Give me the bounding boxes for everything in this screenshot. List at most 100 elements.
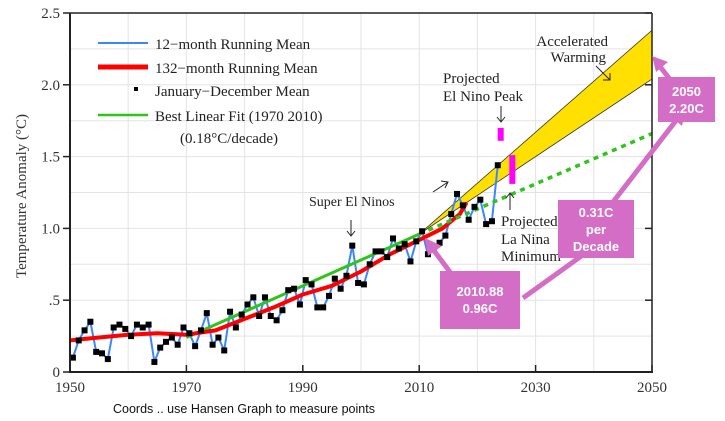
y-tick-label: 1.0 [41,221,60,237]
annual-mean-point [390,235,397,242]
annual-mean-point [215,334,222,341]
annual-mean-point [244,301,251,308]
callout-2050-value: 2.20C [669,100,704,116]
annual-mean-point [384,254,391,261]
annotation-projected-la-nina-3: Minimum [501,249,561,265]
annual-mean-point [465,216,472,223]
annual-mean-point [203,310,210,317]
y-tick-label: .5 [49,293,60,309]
annual-mean-point [110,324,117,331]
annotation-projected-el-nino-1: Projected [443,71,500,87]
x-tick-label: 1970 [171,380,201,396]
annual-mean-point [227,308,234,315]
annual-mean-points [69,162,501,365]
annual-mean-point [133,321,140,328]
legend-label-linear-fit: Best Linear Fit (1970 2010) [155,109,322,125]
annual-mean-point [139,324,146,331]
annotation-projected-la-nina-2: La Nina [501,232,550,248]
annual-mean-point [180,324,187,331]
annual-mean-point [69,354,76,361]
arrow-rate-icon [611,116,680,204]
annotation-projected-el-nino-2: El Nino Peak [443,89,523,105]
annual-mean-point [413,238,420,245]
annual-mean-point [320,304,327,311]
annual-mean-point [296,301,303,308]
annual-mean-point [477,196,484,203]
annual-mean-point [279,307,286,314]
legend: 12−month Running Mean 132−month Running … [98,37,322,147]
annual-mean-point [454,190,461,197]
annual-mean-point [378,248,385,255]
annual-mean-point [419,228,426,235]
annual-mean-point [99,350,106,357]
annual-mean-point [459,202,466,209]
super-el-nino-arrow-2-icon [432,181,449,193]
legend-label-12-month: 12−month Running Mean [155,37,311,53]
annual-mean-point [157,344,164,351]
callout-rate-value: 0.31C [578,204,614,220]
annual-mean-point [209,341,216,348]
annotation-warming: Warming [551,50,607,66]
annotation-projected-la-nina-1: Projected [501,214,558,230]
callout-2010-value: 0.96C [462,301,498,316]
series-linear-fit-extension [418,132,652,236]
annotations: Accelerated Warming Projected El Nino Pe… [309,34,611,265]
annual-mean-point [337,285,344,292]
x-tick-label: 1950 [55,380,85,396]
annual-mean-point [366,261,373,268]
annual-mean-point [122,325,129,332]
annual-mean-point [163,338,170,345]
annual-mean-point [314,304,321,311]
annual-mean-point [232,324,239,331]
annual-mean-point [349,242,356,249]
y-axis-label: Temperature Anomaly (°C) [14,114,30,278]
annotation-accelerated: Accelerated [536,34,608,50]
x-tick-label: 2050 [637,380,667,396]
annual-mean-point [256,312,263,319]
x-tick-label: 1990 [288,380,318,396]
annual-mean-point [442,232,449,239]
annual-mean-point [285,287,292,294]
annual-mean-point [250,294,257,301]
callout-2010-year: 2010.88 [456,284,504,299]
projected-el-nino-marker [497,127,504,141]
legend-label-132-month: 132−month Running Mean [155,61,318,77]
projected-la-nina-marker [509,155,516,184]
annual-mean-point [483,221,490,228]
annual-mean-point [395,245,402,252]
annual-mean-point [355,279,362,286]
annual-mean-point [436,239,443,246]
annual-mean-point [471,203,478,210]
annual-mean-point [372,248,379,255]
annual-mean-point [174,341,181,348]
callout-2050: 2050 2.20C [658,77,715,122]
annual-mean-point [325,292,332,299]
annual-mean-point [261,294,268,301]
annual-mean-point [116,321,123,328]
annual-mean-point [360,281,367,288]
y-tick-label: 2.5 [41,6,60,22]
annual-mean-point [81,327,88,334]
annual-mean-point [145,321,152,328]
accelerated-warming-band [418,29,652,235]
annual-mean-point [87,318,94,325]
legend-label-rate: (0.18°C/decade) [180,131,278,147]
arrow-2010-icon [430,246,452,274]
annual-mean-point [401,241,408,248]
annual-mean-point [186,330,193,337]
annual-mean-point [93,348,100,355]
annual-mean-point [291,285,298,292]
annual-mean-point [128,333,135,340]
annual-mean-point [488,218,495,225]
annual-mean-point [151,358,158,365]
annual-mean-point [168,334,175,341]
annotation-super-el-ninos: Super El Ninos [309,195,395,210]
callout-2050-year: 2050 [672,83,701,99]
annual-mean-point [192,343,199,350]
annual-mean-point [331,275,338,282]
series-132-month-running-mean [70,202,468,343]
y-tick-label: 0 [53,365,61,381]
annual-mean-point [494,162,501,169]
annual-mean-point [104,356,111,363]
annual-mean-point [273,317,280,324]
